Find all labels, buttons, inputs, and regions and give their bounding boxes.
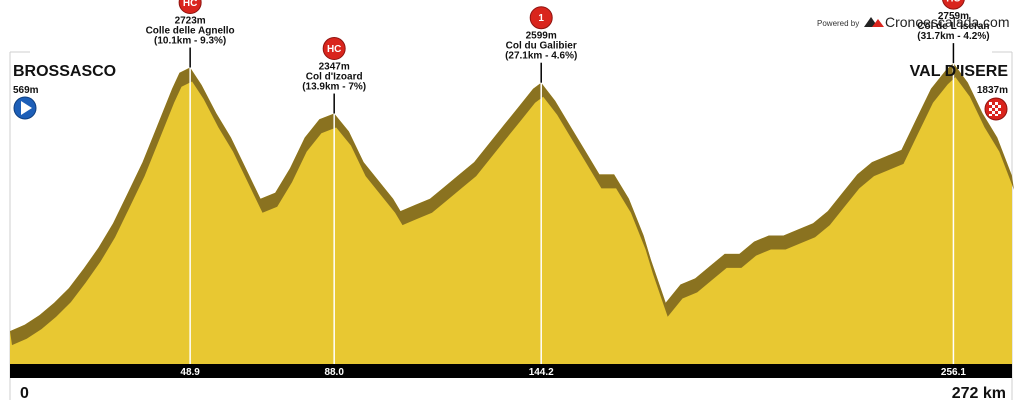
category-label-2: HC [327, 44, 341, 55]
start-name: BROSSASCO [13, 63, 116, 80]
km-label-3: 144.2 [529, 367, 554, 378]
finish-altitude: 1837m [977, 85, 1008, 96]
finish-km: 272 km [952, 385, 1006, 402]
climb-name-2: Col d'Izoard [306, 72, 363, 83]
profile-fill-area [10, 63, 1012, 364]
brand-name[interactable]: Cronoescalada.com [885, 14, 1010, 30]
category-badge-2: HC [322, 37, 346, 61]
category-label-4: HC [946, 0, 960, 5]
km-axis-bar [10, 364, 1012, 378]
category-badge-4: HC [942, 0, 965, 10]
climb-detail-4: (31.7km - 4.2%) [917, 31, 989, 42]
start-km: 0 [20, 385, 29, 402]
climb-name-4: Col de L´Iseran [917, 21, 989, 32]
start-altitude: 569m [13, 85, 39, 96]
km-label-2: 88.0 [324, 367, 344, 378]
km-labels: 48.9 88.0 144.2 256.1 [180, 367, 966, 378]
km-label-4: 256.1 [941, 367, 966, 378]
climb-name-1: Colle delle Agnello [146, 26, 235, 37]
climb-detail-1: (10.1km - 9.3%) [154, 36, 226, 47]
mountain-logo-icon [864, 17, 884, 27]
category-badge-3: 1 [529, 6, 553, 30]
climb-detail-3: (27.1km - 4.6%) [505, 51, 577, 62]
climb-name-3: Col du Galibier [506, 41, 577, 52]
climb-altitude-1: 2723m [175, 16, 206, 27]
summit-lines [189, 63, 955, 364]
climb-altitude-2: 2347m [319, 62, 350, 73]
climb-altitude-3: 2599m [526, 31, 557, 42]
category-label-1: HC [183, 0, 197, 9]
checkered-flag-icon [984, 97, 1008, 121]
finish-name: VAL D'ISERE [910, 63, 1009, 80]
play-arrow-icon [13, 96, 37, 120]
climb-detail-2: (13.9km - 7%) [302, 82, 366, 93]
km-label-1: 48.9 [180, 367, 200, 378]
category-badge-1: HC [178, 0, 202, 15]
category-label-3: 1 [538, 13, 544, 24]
profile-shadow-area [10, 63, 1014, 346]
powered-by-text: Powered by [817, 19, 859, 28]
climb-altitude-4: 2759m [938, 11, 969, 22]
